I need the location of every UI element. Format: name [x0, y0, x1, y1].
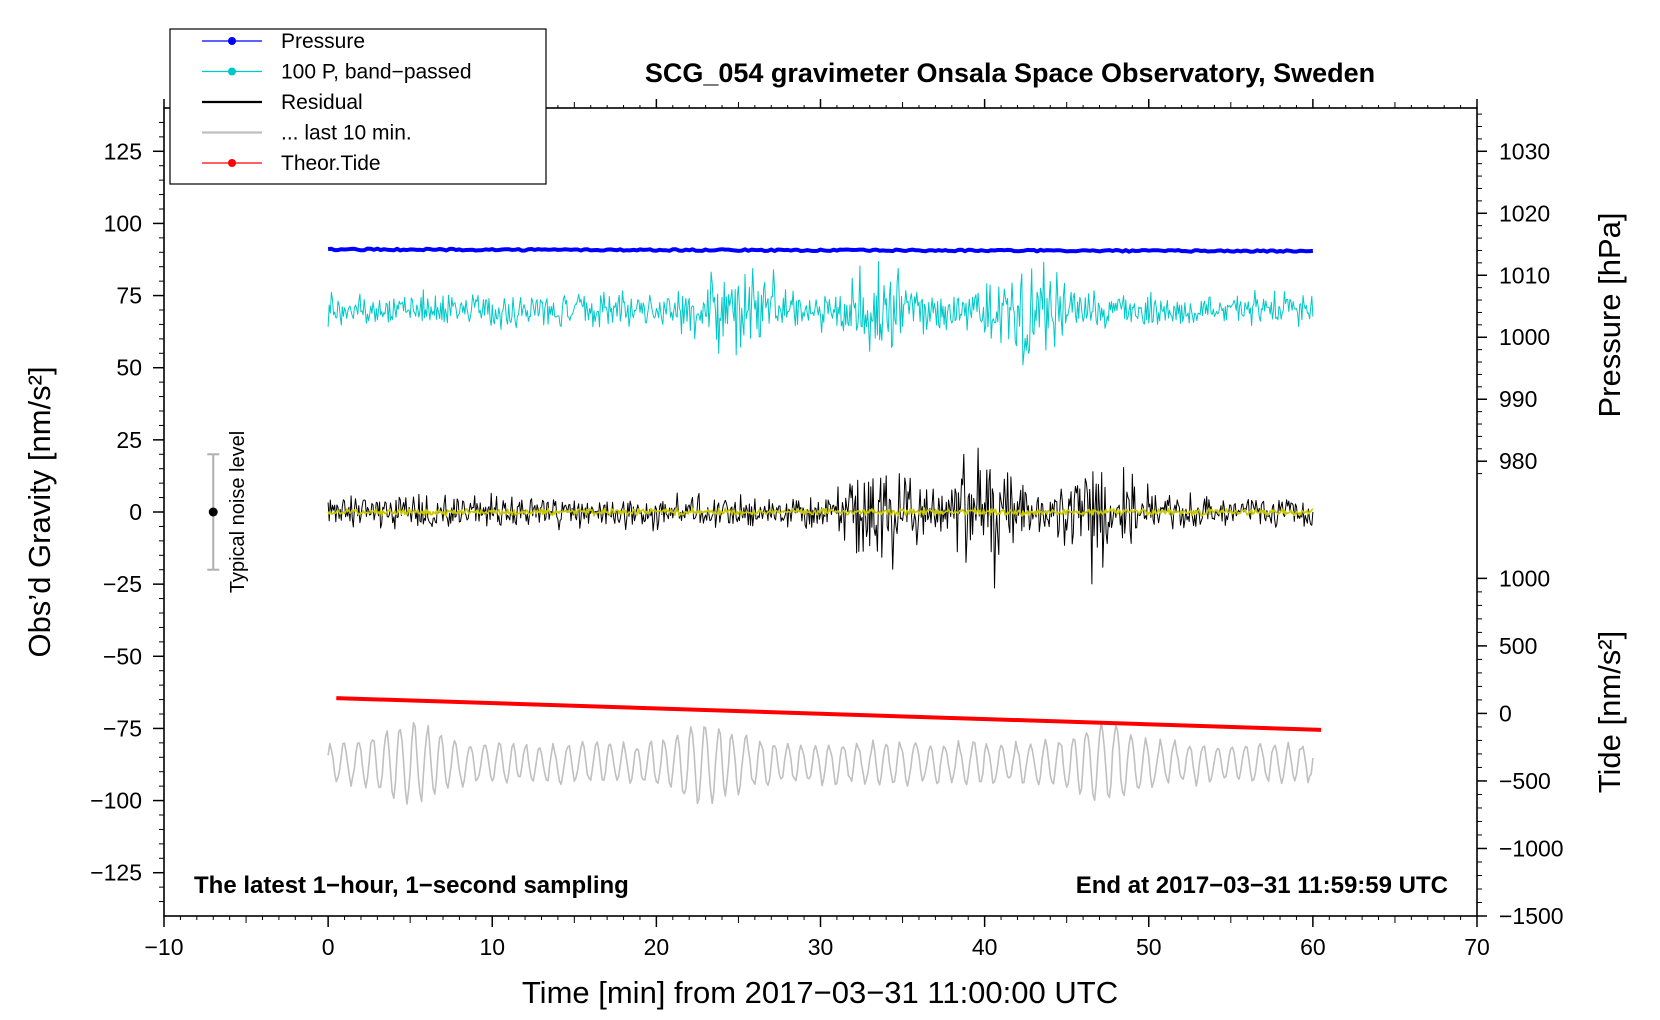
series-residual [327, 447, 1314, 589]
pressure-tick-label: 990 [1499, 386, 1537, 412]
tide-tick-label: 0 [1499, 700, 1512, 726]
x-tick-label: −10 [144, 934, 183, 960]
y-tick-label: 0 [129, 499, 142, 525]
y-tick-label: 25 [116, 427, 142, 453]
y-tick-label: −25 [103, 571, 142, 597]
chart-title: SCG_054 gravimeter Onsala Space Observat… [645, 58, 1375, 88]
legend-label: ... last 10 min. [281, 122, 412, 145]
x-tick-label: 50 [1136, 934, 1162, 960]
pressure-tick-label: 1000 [1499, 324, 1550, 350]
end-time-note: End at 2017−03−31 11:59:59 UTC [1076, 872, 1448, 899]
y-tick-label: −50 [103, 643, 142, 669]
y-axis-title-pressure: Pressure [hPa] [1592, 212, 1627, 417]
noise-bar-label: Typical noise level [227, 431, 249, 593]
legend-marker [228, 159, 236, 167]
y-axis-title-tide: Tide [nm/s²] [1592, 631, 1627, 794]
series-residual-smoothed [327, 507, 1314, 517]
pressure-tick-label: 1020 [1499, 200, 1550, 226]
axis-ticks-layer: −10 0 10 20 30 40 50 60 701251007550250−25−50−75… [90, 99, 1564, 960]
y-axis-title-left: Obs’d Gravity [nm/s²] [22, 366, 57, 657]
tide-tick-label: −1000 [1499, 835, 1564, 861]
y-tick-label: 100 [104, 210, 142, 236]
noise-bar-center-dot [208, 507, 218, 517]
noise-bar-group: Typical noise level [207, 431, 249, 593]
legend-label: Residual [281, 91, 363, 114]
y-tick-label: 75 [116, 283, 142, 309]
legend-label: Pressure [281, 30, 365, 53]
x-axis-title: Time [min] from 2017−03−31 11:00:00 UTC [522, 975, 1118, 1010]
x-tick-label: 30 [808, 934, 834, 960]
series-last-10-min [327, 721, 1314, 805]
legend-marker [228, 67, 236, 76]
tide-tick-label: 500 [1499, 633, 1537, 659]
series-100-p-band-passed [327, 261, 1314, 366]
x-tick-label: 70 [1464, 934, 1490, 960]
y-tick-label: −125 [90, 860, 142, 886]
x-tick-label: 60 [1300, 934, 1326, 960]
legend-marker [228, 37, 236, 45]
y-tick-label: 125 [104, 138, 142, 164]
series-theor-tide [336, 696, 1322, 732]
pressure-tick-label: 980 [1499, 448, 1537, 474]
pressure-tick-label: 1030 [1499, 138, 1550, 164]
pressure-tick-label: 1010 [1499, 262, 1550, 288]
x-tick-label: 40 [972, 934, 998, 960]
legend-label: 100 P, band−passed [281, 61, 472, 84]
y-tick-label: −100 [90, 788, 142, 814]
tide-tick-label: 1000 [1499, 565, 1550, 591]
sampling-note: The latest 1−hour, 1−second sampling [194, 872, 629, 899]
legend-label: Theor.Tide [281, 152, 381, 175]
series-layer [327, 246, 1322, 805]
x-tick-label: 20 [644, 934, 670, 960]
legend-box [169, 28, 547, 185]
tide-tick-label: −500 [1499, 768, 1551, 794]
y-tick-label: −75 [103, 715, 142, 741]
x-tick-label: 10 [479, 934, 505, 960]
tide-tick-label: −1500 [1499, 903, 1564, 929]
x-tick-label: 0 [322, 934, 335, 960]
series-pressure [327, 246, 1314, 254]
y-tick-label: 50 [116, 355, 142, 381]
legend: Pressure 100 P, band−passed Residual ... la… [169, 28, 547, 185]
